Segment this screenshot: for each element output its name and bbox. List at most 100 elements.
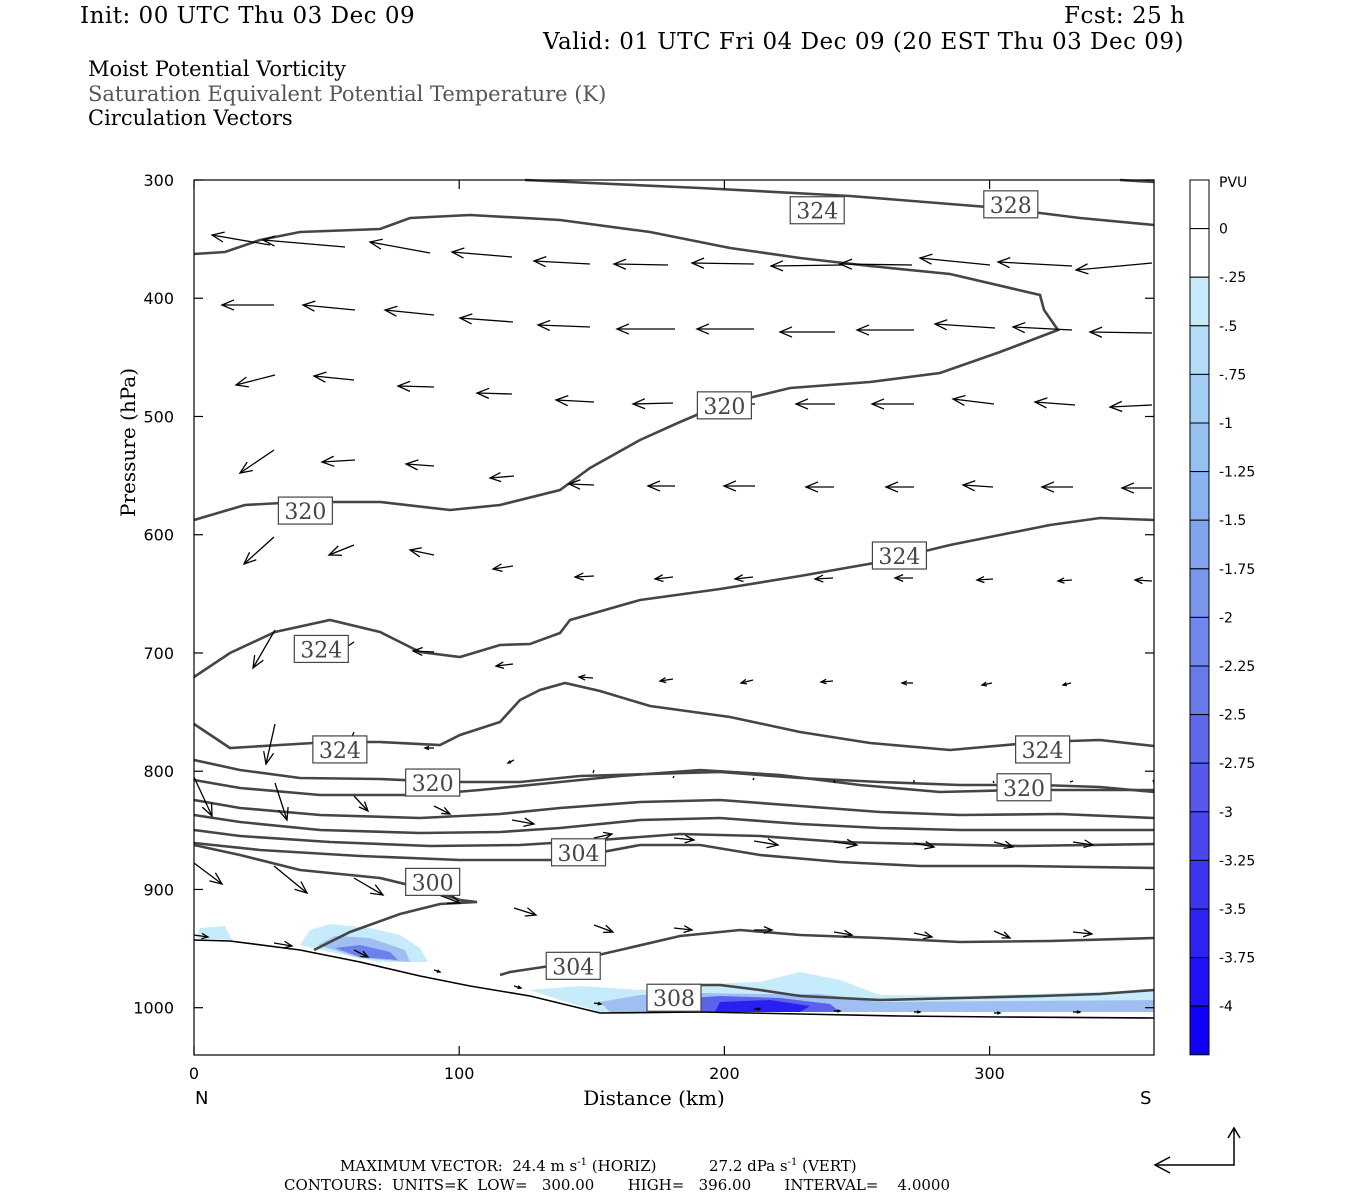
circulation-vector bbox=[672, 775, 675, 779]
reference-vector-head-horiz bbox=[1153, 1156, 1171, 1174]
y-tick-label: 600 bbox=[143, 526, 174, 545]
colorbar-label: -1.25 bbox=[1219, 465, 1255, 481]
circulation-vector bbox=[961, 480, 994, 492]
circulation-vector bbox=[383, 305, 435, 317]
circulation-vector bbox=[592, 769, 595, 774]
contour-label: 320 bbox=[277, 496, 333, 525]
svg-text:320: 320 bbox=[412, 772, 454, 797]
circulation-vector bbox=[1011, 321, 1073, 334]
circulation-vector bbox=[327, 544, 355, 556]
contour-label: 304 bbox=[545, 951, 601, 980]
circulation-vector bbox=[658, 677, 674, 684]
circulation-vector bbox=[404, 459, 435, 471]
colorbar-label: -3.75 bbox=[1219, 951, 1255, 967]
circulation-vector bbox=[754, 1007, 762, 1011]
circulation-vector bbox=[1040, 481, 1073, 493]
circulation-vector bbox=[615, 323, 675, 335]
circulation-vector bbox=[833, 779, 836, 784]
circulation-vector bbox=[433, 969, 442, 973]
circulation-vector bbox=[1061, 682, 1072, 687]
circulation-vector bbox=[1088, 326, 1153, 338]
circulation-vector bbox=[242, 536, 275, 566]
circulation-vector bbox=[1120, 482, 1152, 494]
max-horiz-value: 24.4 m s bbox=[512, 1157, 578, 1175]
colorbar-label: -.25 bbox=[1219, 270, 1246, 286]
colorbar-label: -3.5 bbox=[1219, 902, 1246, 918]
contour-label: 324 bbox=[293, 634, 349, 663]
max-vert-value: 27.2 dPa s bbox=[708, 1157, 788, 1175]
colorbar-swatch bbox=[1189, 714, 1210, 764]
horiz-exponent: -1 bbox=[577, 1157, 587, 1168]
circulation-vector bbox=[993, 930, 1012, 939]
circulation-vector bbox=[753, 838, 780, 849]
circulation-vector bbox=[593, 1001, 603, 1006]
colorbar-label: 0 bbox=[1219, 222, 1228, 238]
circulation-vector bbox=[593, 924, 615, 934]
circulation-vector bbox=[273, 940, 294, 949]
circulation-vector bbox=[573, 572, 595, 581]
contour-label: 324 bbox=[789, 196, 845, 225]
theta-es-contour bbox=[524, 178, 1155, 227]
circulation-vector bbox=[301, 300, 356, 312]
circulation-vector bbox=[1108, 400, 1153, 413]
circulation-vector bbox=[833, 929, 854, 938]
circulation-vector bbox=[274, 782, 289, 822]
svg-text:300: 300 bbox=[412, 871, 454, 896]
init-time: Init: 00 UTC Thu 03 Dec 09 bbox=[80, 3, 416, 29]
svg-text:320: 320 bbox=[703, 395, 745, 420]
colorbar-swatch bbox=[1189, 519, 1210, 570]
colorbar-swatch bbox=[1189, 957, 1210, 1007]
colorbar-label: -1 bbox=[1219, 416, 1233, 432]
theta-es-contour bbox=[193, 843, 478, 952]
x-axis-title: Distance (km) bbox=[583, 1086, 725, 1110]
colorbar-label: -1.75 bbox=[1219, 562, 1255, 578]
circulation-vector bbox=[834, 1009, 842, 1013]
terrain-line bbox=[193, 939, 1155, 1019]
colorbar-label: -2 bbox=[1219, 610, 1233, 626]
colorbar-label: -2.5 bbox=[1219, 708, 1246, 724]
circulation-vector bbox=[1072, 839, 1095, 849]
y-tick-label: 700 bbox=[143, 644, 174, 663]
plot-frame bbox=[193, 179, 1155, 1056]
circulation-vector bbox=[1056, 577, 1073, 584]
colorbar-swatch bbox=[1189, 276, 1210, 327]
x-end-label-south: S bbox=[1140, 1088, 1151, 1109]
circulation-vector bbox=[1033, 397, 1076, 409]
circulation-vector bbox=[913, 840, 936, 850]
circulation-vector bbox=[433, 805, 452, 815]
contour-label: 320 bbox=[996, 773, 1052, 802]
colorbar-label: -2.75 bbox=[1219, 756, 1255, 772]
circulation-vector bbox=[673, 834, 696, 844]
circulation-vector bbox=[900, 680, 913, 686]
circulation-vector bbox=[1133, 576, 1153, 585]
svg-text:320: 320 bbox=[1003, 777, 1045, 802]
circulation-vector bbox=[261, 235, 346, 248]
circulation-vector bbox=[951, 394, 995, 407]
theta-es-contour bbox=[680, 983, 1155, 1002]
circulation-vector bbox=[893, 573, 913, 583]
contour-label: 320 bbox=[405, 768, 461, 797]
contour-label: 308 bbox=[646, 983, 702, 1012]
contour-label: 300 bbox=[405, 867, 461, 896]
field-title-vectors: Circulation Vectors bbox=[88, 106, 293, 130]
circulation-vector bbox=[238, 449, 275, 474]
circulation-vector bbox=[631, 398, 674, 410]
circulation-vector bbox=[975, 575, 994, 584]
circulation-vector bbox=[752, 777, 755, 781]
theta-es-contour bbox=[193, 813, 1154, 835]
theta-es-contour bbox=[193, 828, 1155, 848]
circulation-vector bbox=[263, 723, 276, 766]
colorbar-swatch bbox=[1189, 568, 1210, 618]
circulation-vector bbox=[754, 925, 774, 935]
colorbar-swatch bbox=[1189, 811, 1210, 861]
colorbar-swatch bbox=[1189, 1005, 1210, 1056]
circulation-vector bbox=[593, 831, 614, 840]
circulation-vector bbox=[870, 398, 914, 410]
circulation-vector bbox=[368, 238, 431, 254]
colorbar-swatch bbox=[1189, 616, 1210, 667]
circulation-vector bbox=[994, 1011, 1002, 1015]
y-axis-title: Pressure (hPa) bbox=[116, 368, 140, 517]
x-end-label-north: N bbox=[195, 1088, 208, 1109]
footer-max-vector: MAXIMUM VECTOR: 24.4 m s-1 (HORIZ) 27.2 … bbox=[340, 1157, 857, 1175]
